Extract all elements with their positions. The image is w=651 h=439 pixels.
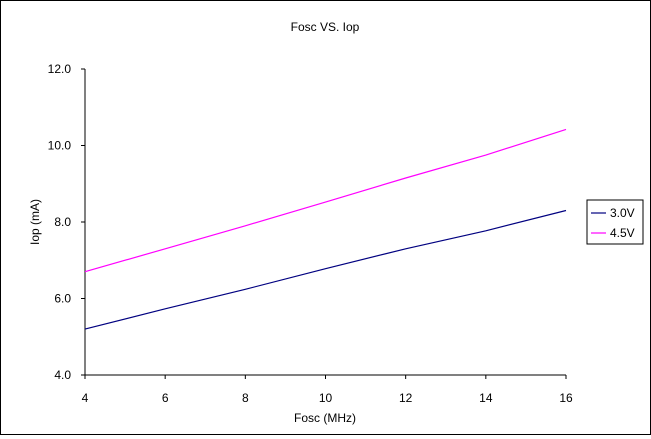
x-tick-label: 4 — [82, 391, 89, 405]
y-tick-label: 10.0 — [48, 139, 72, 153]
series-lines — [84, 128, 567, 330]
y-axis-title: Iop (mA) — [28, 199, 42, 245]
x-tick-label: 6 — [162, 391, 169, 405]
series-line-1 — [84, 209, 567, 330]
x-tick-label: 8 — [242, 391, 249, 405]
legend-label-2: 4.5V — [610, 226, 635, 240]
y-tick-label: 4.0 — [54, 368, 71, 382]
legend-box — [586, 199, 644, 245]
series-line-2 — [84, 128, 567, 273]
x-axis-title: Fosc (MHz) — [294, 411, 356, 425]
x-ticks: 4 6 8 10 12 14 16 — [82, 375, 573, 405]
x-tick-label: 14 — [479, 391, 493, 405]
y-tick-label: 6.0 — [54, 292, 71, 306]
y-tick-label: 8.0 — [54, 215, 71, 229]
y-ticks: 4.0 6.0 8.0 10.0 12.0 — [48, 62, 85, 382]
legend: 3.0V 4.5V — [586, 199, 644, 245]
x-tick-label: 16 — [559, 391, 573, 405]
axes — [84, 69, 566, 376]
legend-label-1: 3.0V — [610, 206, 635, 220]
x-tick-label: 12 — [399, 391, 413, 405]
x-tick-label: 10 — [319, 391, 333, 405]
y-tick-label: 12.0 — [48, 62, 72, 76]
chart-title: Fosc VS. Iop — [291, 20, 360, 34]
